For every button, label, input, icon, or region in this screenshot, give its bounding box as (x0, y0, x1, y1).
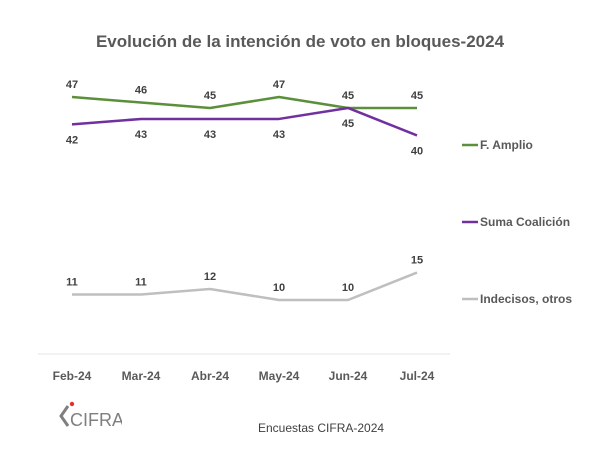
logo-dot (69, 401, 75, 407)
data-label-indecisos-otros: 12 (204, 271, 216, 283)
data-label-suma-coalici-n: 43 (135, 129, 147, 141)
legend-label: Indecisos, otros (480, 292, 572, 306)
data-label-f-amplio: 47 (273, 79, 285, 91)
x-tick-label: Mar-24 (122, 369, 161, 383)
data-label-suma-coalici-n: 40 (411, 145, 423, 157)
data-label-indecisos-otros: 15 (411, 255, 423, 267)
data-label-indecisos-otros: 11 (135, 277, 147, 289)
data-label-f-amplio: 46 (135, 84, 147, 96)
data-label-indecisos-otros: 10 (342, 282, 354, 294)
series-line-indecisos-otros (72, 271, 418, 302)
x-tick-label: May-24 (259, 369, 300, 383)
x-tick-label: Abr-24 (191, 369, 229, 383)
source-note: Encuestas CIFRA-2024 (258, 421, 385, 435)
data-label-suma-coalici-n: 43 (273, 129, 285, 141)
data-label-indecisos-otros: 10 (273, 282, 285, 294)
series-line-suma-coalici-n (71, 106, 418, 137)
legend-item-indecisos-otros: Indecisos, otros (462, 292, 572, 306)
cifra-logo: CIFRA (59, 401, 122, 430)
data-label-f-amplio: 45 (204, 90, 216, 102)
legend-label: Suma Coalición (480, 215, 570, 229)
data-label-suma-coalici-n: 45 (342, 118, 354, 130)
legend-label: F. Amplio (480, 138, 533, 152)
data-label-f-amplio: 45 (342, 90, 354, 102)
x-tick-label: Jul-24 (400, 369, 435, 383)
legend-item-f-amplio: F. Amplio (462, 138, 533, 152)
chart-title: Evolución de la intención de voto en blo… (96, 32, 505, 51)
logo-text: CIFRA (70, 410, 122, 430)
data-label-suma-coalici-n: 43 (204, 129, 216, 141)
data-label-suma-coalici-n: 42 (66, 134, 78, 146)
data-label-f-amplio: 47 (66, 79, 78, 91)
x-tick-label: Jun-24 (329, 369, 368, 383)
logo-chevron (59, 405, 70, 427)
x-tick-label: Feb-24 (53, 369, 92, 383)
data-label-f-amplio: 45 (411, 90, 423, 102)
legend-item-suma-coalici-n: Suma Coalición (462, 215, 570, 229)
data-label-indecisos-otros: 11 (66, 277, 78, 289)
series-line-f-amplio (71, 95, 417, 110)
